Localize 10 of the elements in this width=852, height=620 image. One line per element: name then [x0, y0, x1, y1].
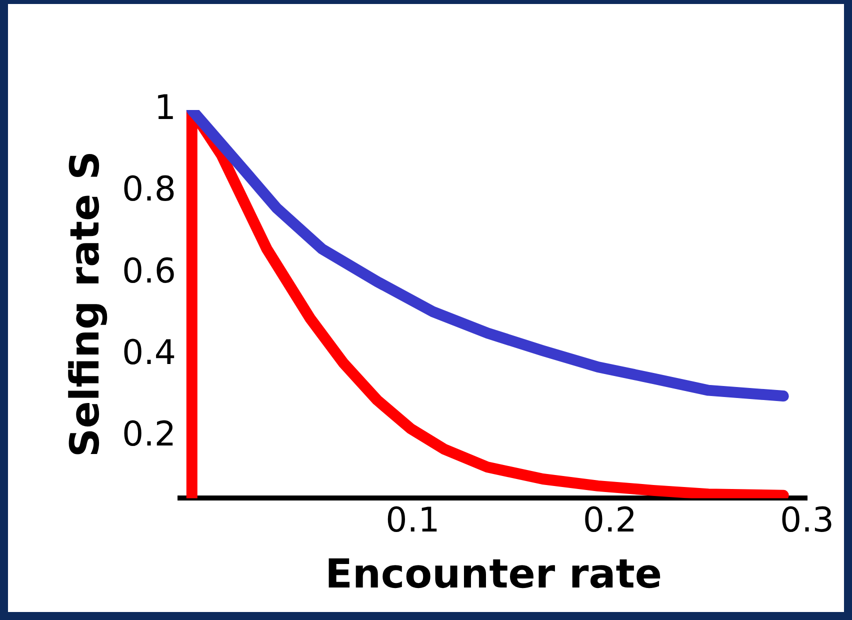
y-tick-label: 0.8	[122, 170, 176, 210]
x-axis-title: Encounter rate	[325, 551, 662, 598]
y-tick-label: 0.2	[122, 414, 176, 455]
x-tick-label: 0.3	[780, 500, 834, 540]
y-tick-label: 0.4	[122, 333, 176, 374]
y-tick-label: 1	[154, 88, 176, 128]
y-axis-title: Selfing rate S	[62, 151, 108, 458]
x-tick-label: 0.1	[386, 500, 440, 540]
x-tick-label: 0.2	[582, 500, 637, 540]
y-tick-label: 0.6	[122, 251, 176, 292]
